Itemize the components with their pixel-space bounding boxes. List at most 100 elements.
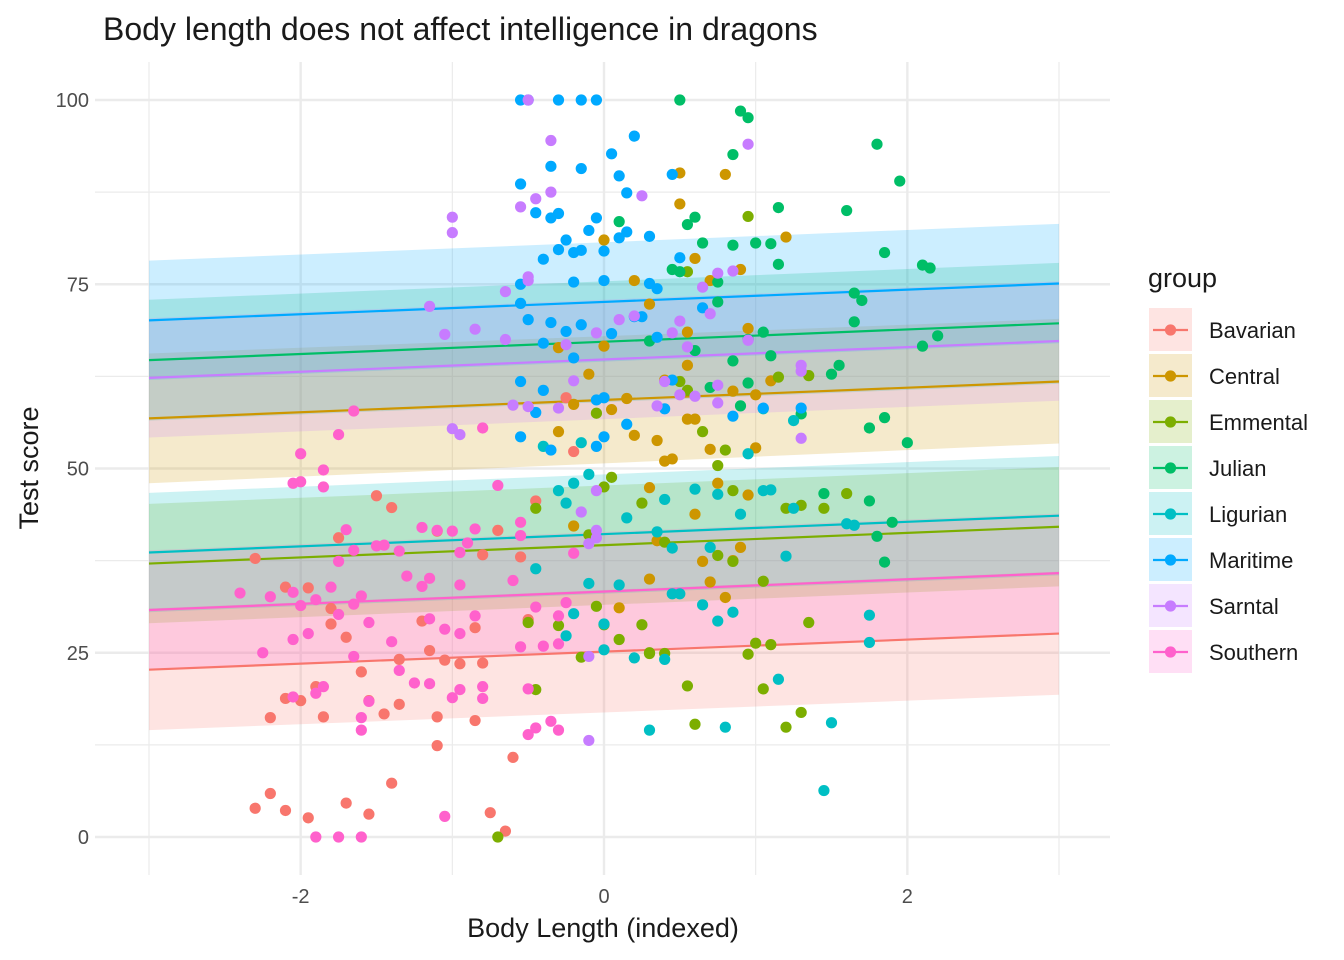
point-maritime <box>568 276 580 288</box>
point-bavarian <box>492 524 504 537</box>
point-maritime <box>552 244 565 256</box>
point-central <box>689 252 701 265</box>
point-ligurian <box>628 652 640 664</box>
point-central <box>605 403 618 416</box>
point-maritime <box>598 245 610 257</box>
point-maritime <box>522 314 534 326</box>
point-maritime <box>621 187 633 199</box>
point-southern <box>439 623 451 635</box>
point-central <box>643 482 656 494</box>
point-southern <box>355 724 367 736</box>
point-central <box>719 591 731 604</box>
point-bavarian <box>249 552 261 565</box>
point-maritime <box>628 130 640 142</box>
point-ligurian <box>848 519 860 531</box>
point-southern <box>401 570 413 582</box>
point-julian <box>712 276 724 288</box>
point-sarntal <box>439 328 451 340</box>
point-southern <box>257 647 269 659</box>
legend-point-sarntal <box>1164 600 1177 612</box>
point-sarntal <box>446 211 458 223</box>
point-maritime <box>575 162 587 175</box>
point-central <box>613 602 625 614</box>
point-sarntal <box>499 333 512 346</box>
point-southern <box>295 448 307 460</box>
point-emmental <box>681 680 694 692</box>
legend-label-bavarian: Bavarian <box>1209 318 1296 343</box>
point-maritime <box>613 170 625 182</box>
point-sarntal <box>530 193 542 205</box>
point-central <box>651 434 663 447</box>
point-julian <box>916 340 929 352</box>
point-ligurian <box>765 484 777 496</box>
point-maritime <box>696 302 709 314</box>
point-southern <box>552 724 565 736</box>
point-southern <box>393 545 405 557</box>
legend-point-central <box>1164 370 1177 382</box>
point-sarntal <box>689 390 701 402</box>
point-ligurian <box>696 599 709 611</box>
point-sarntal <box>522 94 534 106</box>
x-tick-label: -2 <box>292 886 310 908</box>
point-emmental <box>590 407 603 419</box>
point-southern <box>423 613 436 625</box>
point-julian <box>681 218 694 231</box>
point-maritime <box>666 168 678 181</box>
point-maritime <box>651 283 663 295</box>
point-maritime <box>590 94 603 106</box>
point-central <box>568 520 580 532</box>
point-central <box>780 231 792 243</box>
point-maritime <box>590 440 603 452</box>
point-ligurian <box>583 577 595 590</box>
point-sarntal <box>727 265 739 277</box>
point-emmental <box>772 371 785 383</box>
point-bavarian <box>469 714 481 727</box>
point-ligurian <box>575 437 587 449</box>
point-central <box>598 234 610 246</box>
legend-point-maritime <box>1164 554 1177 566</box>
legend-label-emmental: Emmental <box>1209 410 1308 435</box>
point-julian <box>825 368 838 380</box>
point-maritime <box>530 207 542 219</box>
point-southern <box>552 610 565 622</box>
point-julian <box>841 204 853 217</box>
point-bavarian <box>454 658 466 670</box>
point-sarntal <box>583 650 595 663</box>
legend-label-central: Central <box>1209 364 1280 389</box>
point-southern <box>325 581 337 593</box>
point-sarntal <box>636 190 648 202</box>
point-sarntal <box>674 315 686 327</box>
point-southern <box>416 521 428 534</box>
point-southern <box>317 681 330 693</box>
point-southern <box>408 677 421 689</box>
point-bavarian <box>264 787 276 800</box>
point-ligurian <box>712 488 724 500</box>
point-emmental <box>742 648 754 660</box>
point-bavarian <box>477 549 489 561</box>
point-southern <box>332 555 345 567</box>
point-southern <box>530 722 542 734</box>
y-tick-label: 50 <box>67 459 89 481</box>
point-sarntal <box>552 402 565 414</box>
point-maritime <box>530 406 542 419</box>
point-ligurian <box>560 630 572 642</box>
point-southern <box>469 610 481 622</box>
legend-point-bavarian <box>1164 324 1177 336</box>
point-southern <box>545 715 557 727</box>
point-emmental <box>719 444 731 456</box>
legend-label-sarntal: Sarntal <box>1209 594 1279 619</box>
point-sarntal <box>712 267 724 279</box>
point-central <box>750 442 762 454</box>
point-julian <box>924 262 936 274</box>
point-bavarian <box>393 653 405 665</box>
point-sarntal <box>568 375 580 387</box>
point-ligurian <box>704 541 716 553</box>
point-julian <box>878 556 891 568</box>
point-sarntal <box>659 375 671 388</box>
point-maritime <box>537 384 549 396</box>
point-southern <box>340 524 352 536</box>
point-southern <box>287 633 299 646</box>
point-southern <box>348 598 360 610</box>
point-southern <box>423 678 436 690</box>
point-southern <box>287 691 299 703</box>
